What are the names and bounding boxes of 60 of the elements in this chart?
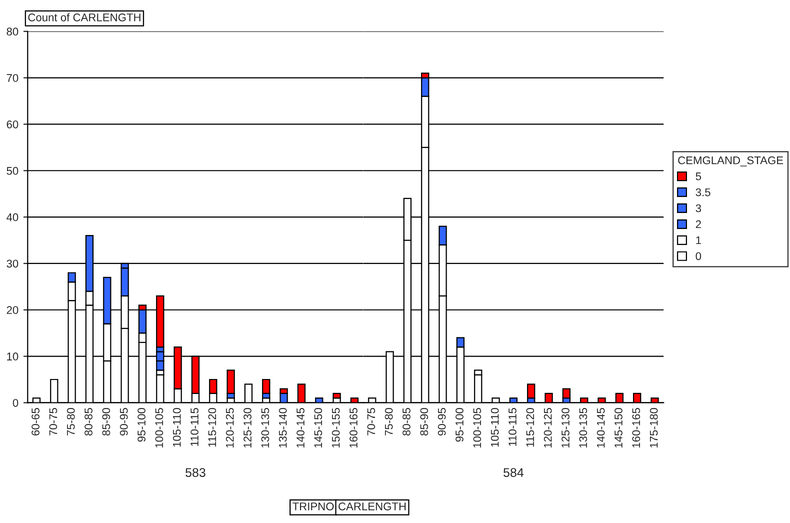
x-axis-title: 584 xyxy=(504,468,524,477)
x-tick-label: 120-125 xyxy=(544,408,552,448)
legend-title: CEMGLAND_STAGE xyxy=(678,156,784,166)
x-tick-label: 115-120 xyxy=(526,408,534,447)
x-tick-label: 95-100 xyxy=(456,408,464,442)
x-tick-label: 160-165 xyxy=(632,408,640,448)
x-tick-label: 125-130 xyxy=(244,408,252,448)
x-tick-label: 120-125 xyxy=(226,408,234,448)
y-tick-label: 80 xyxy=(6,28,18,36)
x-tick-label: 90-95 xyxy=(438,408,446,436)
x-tick-label: 135-140 xyxy=(278,408,287,448)
x-tick-label: 130-135 xyxy=(579,408,588,448)
bar xyxy=(332,392,341,399)
x-tick-label: 110-115 xyxy=(190,408,198,446)
x-tick-label: 70-75 xyxy=(49,408,58,436)
x-tick-label: 80-85 xyxy=(402,408,410,436)
x-tick-label: 145-150 xyxy=(314,408,322,448)
legend-label: 1 xyxy=(696,236,701,244)
x-tick-label: 105-110 xyxy=(172,408,181,447)
legend-label: 3.5 xyxy=(696,188,710,196)
x-tick-label: 150-155 xyxy=(332,408,340,448)
text: TRIPNO xyxy=(292,502,334,510)
y-tick-label: 70 xyxy=(6,74,18,82)
x-tick-label: 160-165 xyxy=(350,408,358,448)
legend-label: 3 xyxy=(696,204,702,212)
bar xyxy=(527,384,536,399)
x-tick-label: 90-95 xyxy=(120,408,128,436)
x-tick-label: 130-135 xyxy=(261,408,270,448)
x-tick-label: 70-75 xyxy=(367,408,376,436)
x-tick-label: 175-180 xyxy=(650,408,658,448)
y-tick-label: 60 xyxy=(6,120,18,128)
y-tick-label: 50 xyxy=(6,166,18,175)
x-tick-label: 75-80 xyxy=(384,408,393,436)
x-tick-label: 95-100 xyxy=(138,408,146,442)
y-tick-label: 30 xyxy=(6,260,18,268)
chart-title: Count of CARLENGTH xyxy=(28,13,140,22)
x-tick-label: 105-110 xyxy=(490,408,499,447)
x-tick-label: 85-90 xyxy=(420,408,428,436)
x-tick-label: 115-120 xyxy=(208,408,216,447)
x-tick-label: 75-80 xyxy=(66,408,75,436)
legend-label: 2 xyxy=(696,220,701,228)
bar xyxy=(562,388,571,399)
x-tick-label: 60-65 xyxy=(32,408,40,436)
x-tick-label: 110-115 xyxy=(508,408,516,446)
legend-label: 5 xyxy=(696,172,702,180)
legend-label: 0 xyxy=(696,252,702,260)
text: CARLENGTH xyxy=(338,502,406,510)
x-tick-label: 125-130 xyxy=(562,408,570,448)
x-tick-label: 145-150 xyxy=(614,408,622,448)
y-tick-label: 20 xyxy=(6,306,18,314)
y-tick-label: 0 xyxy=(12,398,18,407)
x-tick-label: 100-105 xyxy=(155,408,164,448)
y-tick-label: 10 xyxy=(7,352,18,360)
x-tick-label: 85-90 xyxy=(102,408,110,436)
x-axis-title: 583 xyxy=(186,468,206,477)
x-tick-label: 80-85 xyxy=(84,408,92,436)
x-tick-label: 100-105 xyxy=(473,408,482,448)
x-tick-label: 140-145 xyxy=(296,408,304,448)
x-tick-label: 140-145 xyxy=(596,408,605,448)
y-tick-label: 40 xyxy=(6,213,18,222)
